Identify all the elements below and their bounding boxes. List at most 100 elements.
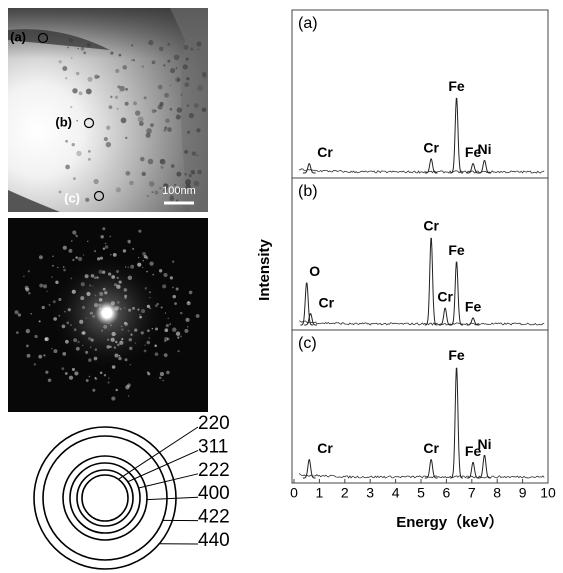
peak-label: Cr [423,440,439,456]
tem-particle [85,198,89,202]
ring [34,427,176,569]
tem-particle [65,77,67,79]
diffraction-spot [169,323,171,325]
diffraction-spot [159,269,162,272]
diffraction-spot [28,270,30,272]
tem-particle [144,96,147,99]
diffraction-spot [103,248,105,250]
tem-particle [88,150,91,153]
peak-label: O [309,263,320,279]
diffraction-spot [23,276,24,277]
peak-label: Fe [448,242,465,258]
diffraction-spot [180,312,182,314]
tem-particle [191,170,195,174]
tem-particle [142,172,146,176]
diffraction-spot [18,313,21,316]
tem-particle [87,77,92,82]
peak-label: Cr [317,144,333,160]
tem-particle [174,54,180,60]
diffraction-spot [127,383,131,387]
diffraction-spot [166,324,169,327]
tem-particle [183,64,188,69]
ring-diagram: 220311222400422440 [34,413,230,569]
diffraction-spot [83,254,84,255]
diffraction-spot [162,284,166,288]
tem-particle [147,195,149,197]
peak-label: Fe [448,78,465,94]
diffraction-spot [46,291,47,292]
tem-particle [175,77,181,83]
x-tick-label: 1 [316,485,324,501]
diffraction-spot [51,348,52,349]
tem-particle [77,48,79,50]
tem-particle [152,60,156,64]
tem-particle [125,137,127,139]
tem-particle [125,171,130,176]
figure: (a)(b)(c)100nm 220311222400422440 012345… [0,0,563,573]
tem-particle [133,59,136,62]
diffraction-spot [26,345,29,348]
marker-label: (c) [64,190,80,205]
diffraction-center [47,253,167,373]
tem-particle [94,179,99,184]
diffraction-spot [34,363,36,365]
diffraction-spot [170,276,173,279]
tem-particle [194,103,199,108]
tem-particle [159,102,163,106]
tem-particle [196,128,200,132]
tem-particle [115,69,119,73]
tem-particle [161,166,164,169]
tem-particle [170,68,175,73]
diffraction-spot [42,306,45,309]
diffraction-spot [138,257,140,259]
tem-particle [71,57,73,59]
tem-particle [104,137,108,141]
tem-particle [146,128,152,134]
diffraction-spot [174,302,177,305]
diffraction-spot [39,255,43,259]
tem-particle [142,65,145,68]
tem-particle [110,96,112,98]
diffraction-spot [147,372,150,375]
diffraction-spot [74,371,78,375]
tem-particle [175,67,177,69]
panel-label: (b) [298,183,318,200]
tem-particle [87,43,91,47]
diffraction-spot [164,340,166,342]
diffraction-spot [30,313,32,315]
tem-particle [121,117,127,123]
diffraction-spot [34,335,37,338]
tem-particle [187,104,190,107]
tem-particle [67,46,69,48]
diffraction-spot [15,310,19,314]
diffraction-spot [160,372,164,376]
ring-leader [118,427,198,479]
tem-particle [94,75,98,79]
diffraction-spot [26,329,30,333]
diffraction-spot [16,331,19,334]
tem-particle [76,72,80,76]
ring-label: 311 [198,436,228,457]
diffraction-spot [38,355,42,359]
diffraction-spot [177,350,179,352]
tem-micrograph: (a)(b)(c)100nm [8,8,208,212]
peak-label: Cr [317,440,333,456]
x-tick-label: 4 [392,485,400,501]
tem-particle [164,129,167,132]
x-tick-label: 7 [468,485,476,501]
x-tick-label: 5 [417,485,425,501]
tem-particle [59,60,62,63]
tem-particle [146,133,151,138]
diffraction-spot [27,354,31,358]
diffraction-spot [48,378,52,382]
diffraction-spot [128,395,130,397]
tem-particle [152,191,154,193]
tem-particle [138,116,144,122]
x-tick-label: 3 [366,485,374,501]
ring [70,463,140,533]
diffraction-spot [51,276,52,277]
tem-particle [197,42,202,47]
tem-particle [170,108,173,111]
ring-label: 220 [198,413,230,434]
tem-particle [129,181,134,186]
